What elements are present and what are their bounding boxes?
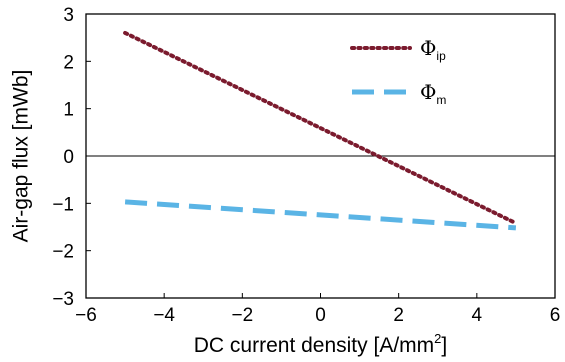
y-tick-label: −2 [52, 242, 74, 263]
x-tick-label: 4 [472, 305, 483, 326]
axis-ticks: −6 −4 −2 0 2 4 6 −3 −2 −1 0 1 2 3 [52, 5, 560, 326]
legend-symbol: Φ [420, 80, 436, 104]
series-line-ip [123, 30, 518, 226]
y-tick-label: 1 [63, 100, 74, 121]
legend-label-ip: Φip [420, 36, 446, 63]
legend-subscript: ip [436, 49, 446, 63]
legend-label-m: Φm [420, 80, 446, 107]
series-line-m [124, 199, 517, 231]
x-axis-label: DC current density [A/mm2] [194, 331, 447, 357]
y-tick-label: −3 [52, 289, 74, 310]
x-tick-label: −6 [75, 305, 97, 326]
y-tick-label: 2 [63, 52, 74, 73]
x-tick-label: −2 [231, 305, 253, 326]
legend-symbol: Φ [420, 36, 436, 60]
y-axis-label: Air-gap flux [mWb] [10, 70, 33, 243]
x-axis-label-end: ] [441, 334, 447, 357]
series-layer [123, 30, 518, 231]
x-tick-label: 0 [315, 305, 326, 326]
x-axis-label-main: DC current density [A/mm [194, 334, 434, 357]
x-tick-label: 6 [550, 305, 561, 326]
x-tick-label: 2 [393, 305, 404, 326]
legend-subscript: m [436, 93, 446, 107]
x-tick-label: −4 [153, 305, 175, 326]
y-tick-label: 0 [63, 147, 74, 168]
y-tick-label: −1 [52, 194, 74, 215]
x-axis-label-sup: 2 [434, 331, 441, 346]
y-tick-label: 3 [63, 5, 74, 26]
